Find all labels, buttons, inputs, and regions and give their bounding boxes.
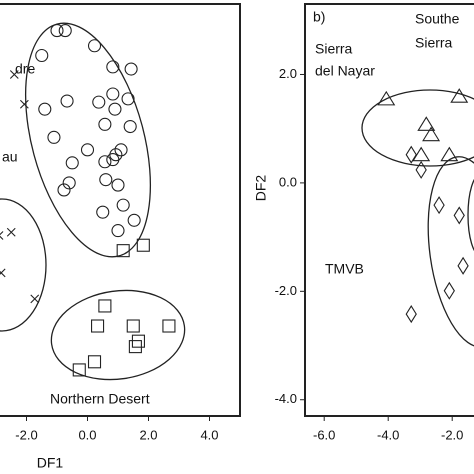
point	[60, 94, 74, 108]
point	[433, 196, 445, 215]
group-label: TMVB	[325, 261, 364, 277]
point	[98, 117, 112, 131]
point	[87, 39, 102, 53]
y-tick-label: -4.0	[275, 391, 297, 406]
point	[106, 60, 120, 74]
point	[111, 224, 125, 238]
group-ellipse	[50, 289, 186, 381]
point	[405, 305, 417, 324]
point	[123, 119, 137, 134]
point	[121, 92, 135, 106]
point	[65, 156, 79, 170]
point	[443, 281, 455, 300]
y-axis-label: DF2	[253, 175, 269, 202]
x-tick-label: 0.0	[78, 427, 96, 442]
group-label: au	[2, 149, 18, 165]
group-label: Sierra	[415, 35, 453, 51]
point	[412, 146, 431, 162]
point	[162, 319, 176, 333]
group-label: Southe	[415, 11, 460, 27]
point	[417, 116, 436, 131]
point	[50, 24, 64, 38]
x-tick-label: 4.0	[200, 427, 218, 442]
point	[91, 319, 105, 333]
point	[62, 176, 76, 190]
point	[415, 160, 427, 179]
y-tick-label: 0.0	[279, 174, 297, 189]
point	[92, 95, 106, 109]
point	[111, 178, 125, 192]
point	[116, 244, 130, 258]
group-ellipse	[427, 156, 474, 348]
point	[127, 213, 141, 227]
group-label: dre	[15, 61, 35, 77]
group-ellipse	[0, 198, 47, 332]
point	[377, 90, 396, 106]
point	[128, 340, 142, 354]
point	[106, 153, 120, 167]
group-label: Northern Desert	[50, 391, 150, 407]
panel-label: b)	[313, 9, 325, 25]
point	[99, 173, 113, 187]
point	[9, 70, 19, 79]
point	[35, 48, 49, 63]
point	[96, 205, 110, 219]
point	[106, 87, 120, 101]
panel-a-frame	[0, 3, 241, 417]
x-tick-label: -2.0	[15, 427, 37, 442]
point	[131, 334, 145, 348]
point	[19, 99, 29, 109]
point	[405, 145, 417, 164]
x-axis-label: DF1	[37, 455, 64, 471]
point	[38, 102, 52, 116]
point	[80, 143, 95, 157]
point	[98, 155, 112, 169]
point	[30, 294, 40, 304]
x-tick-label: 2.0	[139, 427, 157, 442]
point	[114, 143, 128, 157]
point	[457, 256, 469, 275]
point	[453, 206, 465, 225]
group-ellipse	[361, 89, 474, 167]
group-ellipse	[467, 179, 474, 251]
point	[440, 146, 459, 162]
point	[72, 363, 86, 377]
point	[0, 268, 6, 278]
point	[6, 227, 16, 237]
point	[422, 126, 441, 142]
point	[450, 88, 469, 103]
x-tick-label: -2.0	[441, 427, 463, 442]
y-tick-label: -2.0	[275, 283, 297, 298]
x-tick-label: -4.0	[377, 427, 399, 442]
point	[57, 183, 71, 197]
point	[0, 231, 4, 240]
x-tick-label: -6.0	[313, 427, 335, 442]
point	[116, 198, 130, 212]
group-label: Sierra	[315, 41, 353, 57]
point	[124, 62, 138, 76]
group-ellipse	[24, 22, 152, 258]
point	[98, 299, 112, 313]
group-label: del Nayar	[315, 63, 375, 79]
point	[136, 238, 150, 252]
point	[47, 130, 61, 144]
point	[58, 24, 72, 38]
point	[87, 355, 102, 369]
point	[108, 102, 122, 116]
point	[126, 319, 140, 333]
y-tick-label: 2.0	[279, 66, 297, 81]
panel-b-frame	[304, 3, 474, 417]
